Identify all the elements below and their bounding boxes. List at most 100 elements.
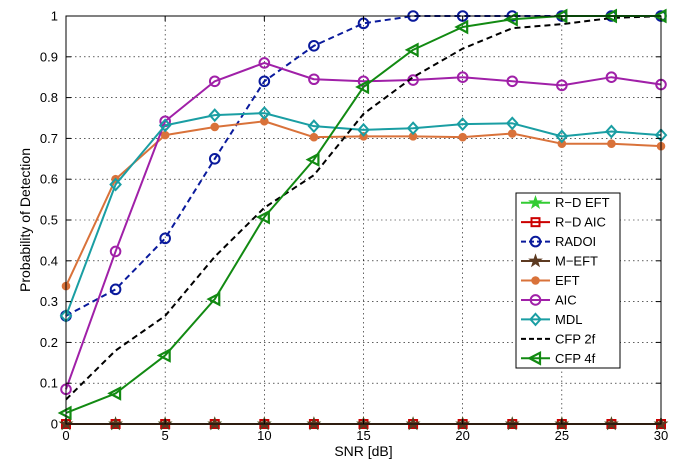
legend-label: CFP 4f bbox=[555, 351, 596, 366]
data-point bbox=[109, 245, 122, 258]
data-point bbox=[607, 139, 616, 149]
axis-ticks: 0 5 10 15 20 25 30 0 0.1 0.2 0.3 0.4 0.5 0.6 0.7 0.8 0.9… bbox=[40, 9, 668, 444]
legend-swatch-marker bbox=[531, 276, 540, 285]
data-point bbox=[505, 116, 519, 131]
data-point bbox=[305, 152, 320, 167]
x-tick-label: 0 bbox=[62, 428, 69, 443]
legend-entry: CFP 2f bbox=[521, 331, 596, 346]
y-tick-label: 0.1 bbox=[40, 376, 58, 391]
data-point bbox=[355, 79, 370, 95]
data-point bbox=[208, 75, 221, 88]
data-point bbox=[454, 19, 469, 35]
data-point bbox=[208, 153, 221, 165]
y-tick-label: 1 bbox=[51, 9, 58, 24]
data-point bbox=[405, 416, 421, 431]
data-point bbox=[208, 108, 222, 123]
data-point bbox=[158, 118, 172, 133]
data-point bbox=[109, 283, 122, 296]
legend-swatch-marker bbox=[528, 195, 543, 209]
legend-entry: CFP 4f bbox=[521, 351, 596, 366]
data-point bbox=[503, 11, 518, 27]
legend-entry: R−D EFT bbox=[521, 195, 610, 210]
y-tick-label: 0.3 bbox=[40, 294, 58, 309]
legend-entry: M−EFT bbox=[521, 253, 598, 269]
legend-entry: EFT bbox=[521, 273, 580, 288]
legend-entry: AIC bbox=[521, 292, 577, 307]
legend: R−D EFT R−D AIC RADOI M−EFT EFT AIC MDL CFP 2f C… bbox=[515, 192, 621, 369]
y-tick-label: 0.6 bbox=[40, 172, 58, 187]
x-tick-label: 30 bbox=[654, 428, 668, 443]
data-point bbox=[404, 42, 419, 58]
data-point bbox=[107, 386, 122, 401]
data-point bbox=[456, 71, 469, 83]
legend-entry: MDL bbox=[521, 312, 582, 327]
y-axis-label: Probability of Detection bbox=[17, 148, 33, 292]
y-tick-label: 0.8 bbox=[40, 90, 58, 105]
data-point bbox=[57, 405, 72, 421]
series-line bbox=[65, 15, 662, 401]
data-point bbox=[210, 122, 220, 132]
y-tick-label: 0.4 bbox=[40, 253, 58, 268]
data-point bbox=[506, 75, 519, 88]
data-point bbox=[258, 57, 271, 69]
y-tick-label: 0.9 bbox=[40, 49, 58, 64]
data-point bbox=[406, 121, 420, 136]
data-point bbox=[207, 416, 223, 431]
legend-entry: R−D AIC bbox=[521, 215, 606, 230]
data-point bbox=[306, 416, 322, 431]
y-tick-label: 0.5 bbox=[40, 213, 58, 228]
x-tick-label: 25 bbox=[555, 428, 569, 443]
data-point bbox=[257, 106, 271, 121]
data-point bbox=[605, 71, 618, 83]
x-tick-label: 15 bbox=[356, 428, 370, 443]
legend-label: EFT bbox=[555, 273, 580, 288]
legend-swatch-marker bbox=[529, 235, 542, 248]
legend-swatch-marker bbox=[528, 253, 543, 268]
legend-entry: RADOI bbox=[521, 234, 596, 249]
y-tick-label: 0.2 bbox=[40, 335, 58, 350]
data-point bbox=[604, 416, 619, 431]
data-point bbox=[504, 416, 520, 431]
legend-swatch-marker bbox=[527, 350, 542, 366]
data-point bbox=[555, 129, 569, 144]
y-tick-label: 0 bbox=[51, 417, 58, 432]
x-tick-label: 20 bbox=[455, 428, 469, 443]
data-point bbox=[206, 291, 221, 307]
x-tick-label: 10 bbox=[257, 428, 271, 443]
legend-label: AIC bbox=[555, 292, 577, 307]
data-point bbox=[557, 139, 567, 149]
data-point bbox=[556, 79, 568, 92]
legend-label: M−EFT bbox=[555, 254, 598, 269]
legend-swatch-marker bbox=[529, 312, 542, 327]
legend-swatch-marker bbox=[530, 217, 541, 228]
x-axis-label: SNR [dB] bbox=[334, 443, 392, 459]
legend-label: RADOI bbox=[555, 234, 596, 249]
data-point bbox=[507, 129, 517, 138]
legend-label: R−D EFT bbox=[555, 195, 610, 210]
data-point bbox=[458, 132, 467, 142]
data-point bbox=[255, 209, 270, 225]
data-point bbox=[307, 119, 321, 134]
data-point bbox=[156, 348, 171, 363]
data-point bbox=[109, 177, 122, 192]
data-point bbox=[160, 130, 170, 140]
data-point bbox=[652, 8, 667, 24]
x-tick-label: 5 bbox=[162, 428, 169, 443]
legend-label: MDL bbox=[555, 312, 582, 327]
data-point bbox=[309, 132, 319, 142]
data-point bbox=[258, 75, 271, 88]
legend-label: CFP 2f bbox=[555, 331, 596, 346]
data-point bbox=[357, 122, 370, 137]
y-tick-label: 0.7 bbox=[40, 131, 58, 146]
data-point bbox=[308, 39, 320, 52]
series-line bbox=[65, 112, 662, 317]
series-cfp-2f bbox=[65, 15, 662, 401]
data-point bbox=[159, 232, 171, 245]
legend-swatch-marker bbox=[529, 294, 542, 306]
data-point bbox=[108, 416, 123, 431]
data-point bbox=[605, 124, 618, 139]
data-point bbox=[456, 117, 470, 132]
data-point bbox=[308, 73, 320, 86]
legend-label: R−D AIC bbox=[555, 215, 606, 230]
